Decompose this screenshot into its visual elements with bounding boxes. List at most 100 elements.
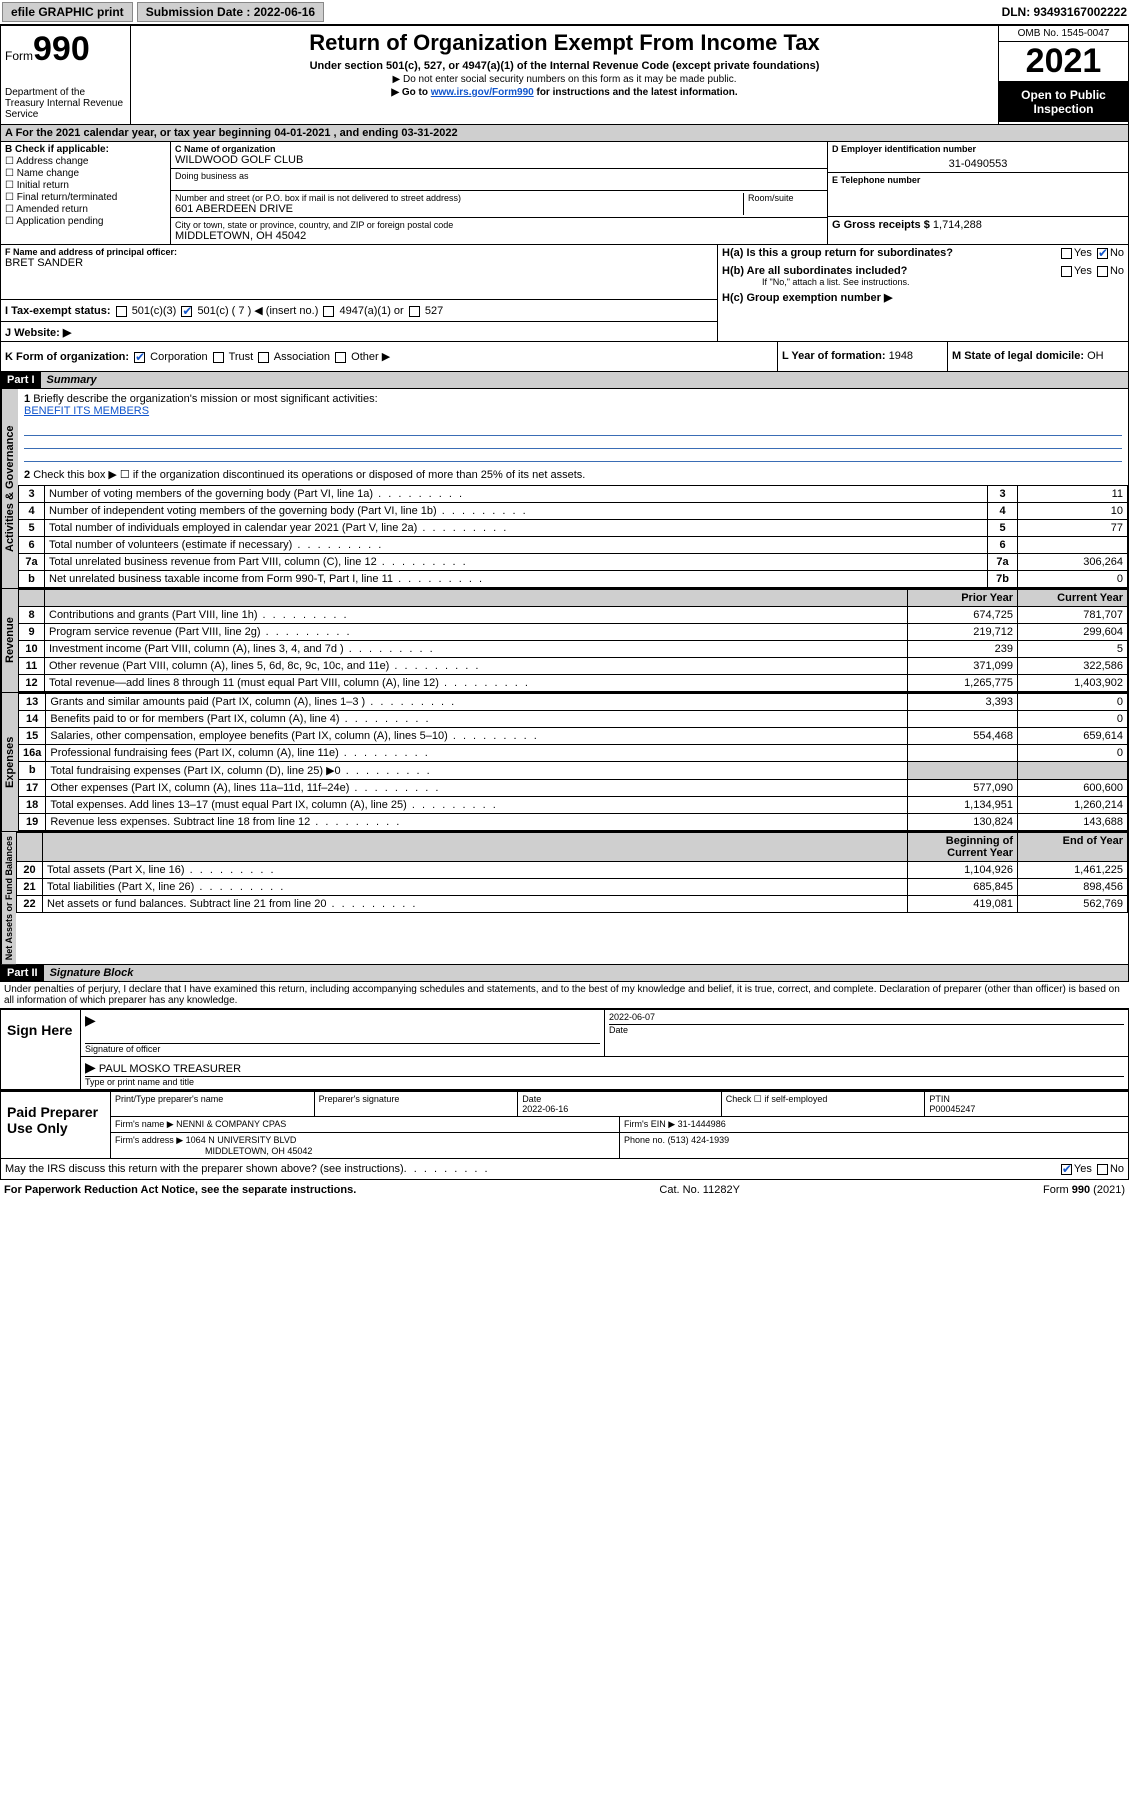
firm-phone-cell: Phone no. (513) 424-1939 (620, 1133, 1128, 1158)
part1-title: Summary (41, 372, 1128, 388)
gross-label: G Gross receipts $ (832, 219, 930, 231)
hb-row: H(b) Are all subordinates included? Yes … (722, 265, 1124, 277)
chk-final-return[interactable]: ☐ Final return/terminated (5, 192, 166, 203)
vtab-revenue: Revenue (1, 589, 18, 692)
ha-row: H(a) Is this a group return for subordin… (722, 247, 1124, 259)
line2: 2 Check this box ▶ ☐ if the organization… (18, 464, 1128, 485)
opt-label: 501(c) ( 7 ) ◀ (insert no.) (197, 305, 318, 317)
opt-label: Corporation (150, 351, 207, 363)
dots (404, 1163, 490, 1175)
page-footer: For Paperwork Reduction Act Notice, see … (0, 1180, 1129, 1200)
chk-address-change[interactable]: ☐ Address change (5, 156, 166, 167)
section-f: F Name and address of principal officer:… (1, 245, 718, 341)
line-l-label: L Year of formation: (782, 350, 886, 362)
revenue-block: Revenue Prior YearCurrent Year8Contribut… (0, 589, 1129, 693)
chk-assoc[interactable] (258, 352, 269, 363)
omb-number: OMB No. 1545-0047 (999, 26, 1128, 42)
chk-501c[interactable] (181, 306, 192, 317)
bcd-block: B Check if applicable: ☐ Address change … (0, 142, 1129, 245)
footer-mid: Cat. No. 11282Y (659, 1184, 740, 1196)
chk-initial-return[interactable]: ☐ Initial return (5, 180, 166, 191)
chk-527[interactable] (409, 306, 420, 317)
line-i-label: I Tax-exempt status: (5, 305, 111, 317)
chk-amended[interactable]: ☐ Amended return (5, 204, 166, 215)
firm-addr-label: Firm's address ▶ (115, 1135, 183, 1145)
klm-block: K Form of organization: Corporation Trus… (0, 342, 1129, 372)
hb-yes[interactable] (1061, 266, 1072, 277)
sig-date-label: Date (609, 1024, 1124, 1035)
firm-name-label: Firm's name ▶ (115, 1119, 174, 1129)
chk-trust[interactable] (213, 352, 224, 363)
expenses-block: Expenses 13Grants and similar amounts pa… (0, 693, 1129, 832)
chk-pending[interactable]: ☐ Application pending (5, 216, 166, 227)
opt-label: 527 (425, 305, 443, 317)
chk-other[interactable] (335, 352, 346, 363)
line-l: L Year of formation: 1948 (778, 342, 948, 371)
form-title: Return of Organization Exempt From Incom… (139, 30, 990, 56)
city-row: City or town, state or province, country… (171, 218, 827, 244)
exp-table: 13Grants and similar amounts paid (Part … (18, 693, 1128, 831)
addr-value: 601 ABERDEEN DRIVE (175, 203, 743, 215)
chk-name-change[interactable]: ☐ Name change (5, 168, 166, 179)
line1: 1 Briefly describe the organization's mi… (18, 389, 1128, 421)
ha-yes[interactable] (1061, 248, 1072, 259)
mission-text: BENEFIT ITS MEMBERS (24, 405, 149, 417)
prep-sig-label: Preparer's signature (315, 1092, 519, 1116)
ptin-value: P00045247 (929, 1104, 975, 1114)
chk-label: Amended return (16, 204, 88, 215)
efile-print-button[interactable]: efile GRAPHIC print (2, 2, 133, 22)
self-emp-cell: Check ☐ if self-employed (722, 1092, 926, 1116)
ha-no[interactable] (1097, 248, 1108, 259)
mission-lines (18, 421, 1128, 464)
form-note1: ▶ Do not enter social security numbers o… (139, 74, 990, 85)
penalty-text: Under penalties of perjury, I declare th… (0, 982, 1129, 1008)
org-name: WILDWOOD GOLF CLUB (175, 154, 823, 166)
gov-table: 3Number of voting members of the governi… (18, 485, 1128, 588)
line1-text: Briefly describe the organization's miss… (33, 393, 377, 405)
part2-title: Signature Block (44, 965, 1128, 981)
chk-4947[interactable] (323, 306, 334, 317)
section-b-title: B Check if applicable: (5, 144, 166, 155)
chk-label: Address change (16, 156, 88, 167)
part1-header: Part I Summary (0, 372, 1129, 389)
submission-date-button[interactable]: Submission Date : 2022-06-16 (137, 2, 324, 22)
chk-label: Final return/terminated (17, 192, 118, 203)
chk-label: Name change (17, 168, 79, 179)
note2-pre: ▶ Go to (391, 87, 430, 98)
org-name-row: C Name of organization WILDWOOD GOLF CLU… (171, 142, 827, 169)
phone-value: (513) 424-1939 (668, 1135, 730, 1145)
chk-corp[interactable] (134, 352, 145, 363)
line-a-text: A For the 2021 calendar year, or tax yea… (5, 127, 458, 139)
footer-left: For Paperwork Reduction Act Notice, see … (4, 1184, 356, 1196)
chk-501c3[interactable] (116, 306, 127, 317)
firm-name-cell: Firm's name ▶ NENNI & COMPANY CPAS (111, 1117, 620, 1132)
gross-value: 1,714,288 (933, 219, 982, 231)
dba-label: Doing business as (175, 171, 823, 181)
firm-addr2: MIDDLETOWN, OH 45042 (115, 1146, 312, 1156)
addr-label: Number and street (or P.O. box if mail i… (175, 193, 743, 203)
irs-link[interactable]: www.irs.gov/Form990 (431, 87, 534, 98)
discuss-no[interactable] (1097, 1164, 1108, 1175)
paid-preparer-block: Paid Preparer Use Only Print/Type prepar… (0, 1091, 1129, 1159)
prep-date-label: Date (522, 1094, 541, 1104)
ein-value: 31-0490553 (832, 154, 1124, 170)
opt-label: Trust (229, 351, 254, 363)
section-c: C Name of organization WILDWOOD GOLF CLU… (171, 142, 828, 244)
part2-header: Part II Signature Block (0, 965, 1129, 982)
discuss-yes[interactable] (1061, 1164, 1072, 1175)
ein-label: D Employer identification number (832, 144, 1124, 154)
phone-row: E Telephone number (828, 173, 1128, 217)
form-number: Form990 (5, 30, 126, 69)
addr-row: Number and street (or P.O. box if mail i… (171, 191, 827, 218)
line-k: K Form of organization: Corporation Trus… (1, 342, 778, 371)
hb-no[interactable] (1097, 266, 1108, 277)
phone-label: E Telephone number (832, 175, 1124, 185)
opt-label: Association (274, 351, 330, 363)
inspection-label: Open to Public Inspection (999, 82, 1128, 122)
topbar: efile GRAPHIC print Submission Date : 20… (0, 0, 1129, 25)
opt-label: Other ▶ (351, 351, 390, 363)
officer-typed-name: PAUL MOSKO TREASURER (99, 1063, 241, 1075)
form-note2: ▶ Go to www.irs.gov/Form990 for instruct… (139, 87, 990, 98)
rev-table: Prior YearCurrent Year8Contributions and… (18, 589, 1128, 692)
vtab-net: Net Assets or Fund Balances (1, 832, 16, 964)
